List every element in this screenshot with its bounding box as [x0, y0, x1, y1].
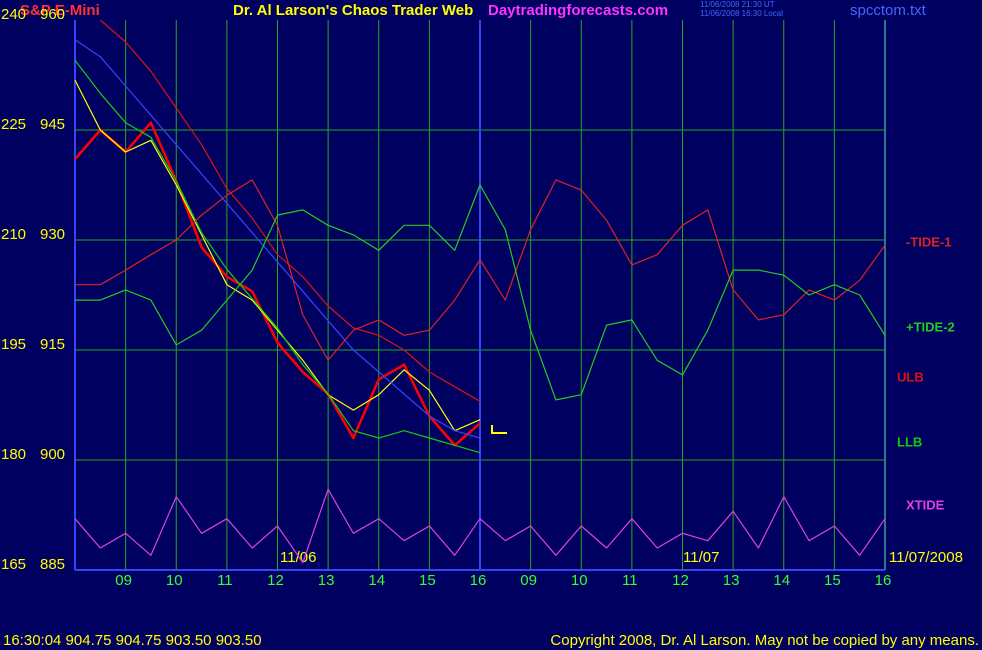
x-tick-label: 13 [318, 572, 335, 589]
series-label: ULB [897, 369, 924, 384]
y-tick-label: 915 [40, 336, 65, 353]
x-tick-label: 11 [622, 572, 638, 589]
series-line [74, 59, 481, 454]
y-tick-label: 885 [40, 556, 65, 573]
series-label: XTIDE [906, 497, 945, 512]
x-tick-label: 16 [470, 572, 487, 589]
x-tick-label: 11 [217, 572, 233, 589]
x-tick-label: 15 [419, 572, 436, 589]
date-label: 11/07/2008 [889, 549, 963, 566]
series-line [99, 19, 481, 402]
x-tick-label: 12 [672, 572, 689, 589]
date-label: 11/07 [683, 549, 719, 566]
x-tick-label: 13 [723, 572, 740, 589]
y-tick-label: 930 [40, 226, 65, 243]
x-tick-label: 16 [875, 572, 892, 589]
x-tick-label: 10 [571, 572, 588, 589]
x-tick-label: 10 [166, 572, 183, 589]
y2-tick-label: 240 [1, 6, 26, 23]
x-tick-label: 09 [520, 572, 537, 589]
x-tick-label: 12 [267, 572, 284, 589]
chart-title: S&P E-Mini [20, 2, 100, 19]
site-title: Dr. Al Larson's Chaos Trader Web [233, 2, 473, 19]
y2-tick-label: 225 [1, 116, 26, 133]
site-url: Daytradingforecasts.com [488, 2, 668, 19]
series-line [74, 488, 886, 564]
series-label: LLB [897, 434, 922, 449]
series-line [74, 79, 481, 432]
series-label: +TIDE-2 [906, 319, 955, 334]
y2-tick-label: 180 [1, 446, 26, 463]
cursor-marker [491, 425, 507, 434]
copyright: Copyright 2008, Dr. Al Larson. May not b… [550, 632, 979, 649]
file-name: spcctom.txt [850, 2, 927, 19]
y2-tick-label: 165 [1, 556, 26, 573]
y2-tick-label: 210 [1, 226, 26, 243]
status-line: 16:30:04 904.75 904.75 903.50 903.50 [3, 632, 262, 649]
x-tick-label: 09 [115, 572, 132, 589]
series-line [75, 179, 886, 361]
y-tick-label: 960 [40, 6, 65, 23]
series-line [74, 39, 481, 439]
timestamp-ut: 11/06/2008 21:30 UT [700, 0, 775, 9]
date-label: 11/06 [280, 549, 316, 566]
y-tick-label: 945 [40, 116, 65, 133]
x-tick-label: 15 [824, 572, 841, 589]
y2-tick-label: 195 [1, 336, 26, 353]
x-tick-label: 14 [368, 572, 385, 589]
series-label: -TIDE-1 [906, 234, 952, 249]
x-tick-label: 14 [773, 572, 790, 589]
timestamp-local: 11/06/2008 16:30 Local [700, 9, 783, 18]
series-line [75, 184, 886, 401]
y-tick-label: 900 [40, 446, 65, 463]
